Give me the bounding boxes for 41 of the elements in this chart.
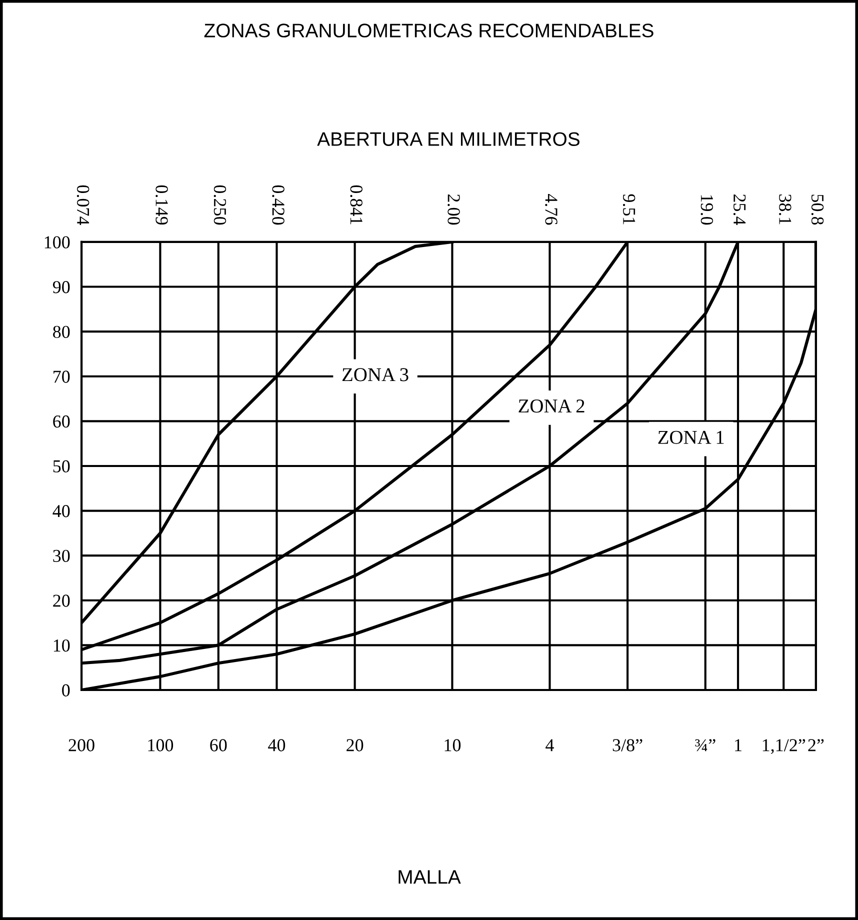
text: 60 <box>210 739 227 752</box>
y-tick-label: 60 <box>53 415 70 428</box>
y-tick-label: 0 <box>62 684 70 696</box>
y-tick-label: 30 <box>53 550 70 562</box>
y-tick-label: 70 <box>54 370 70 383</box>
x-tick-label: 4.76 <box>545 194 558 225</box>
y-tick-label: 80 <box>53 326 70 338</box>
annotation: ZONA 3 <box>342 368 408 382</box>
text: 1,1/2” <box>762 739 806 754</box>
text: 1 <box>735 739 742 752</box>
text: 4 <box>546 739 554 752</box>
annotation: ZONA 2 <box>518 400 584 413</box>
x-tick-label: 38.1 <box>779 194 792 224</box>
y-tick-label: 50 <box>53 460 70 472</box>
x-tick-label: 0.420 <box>272 185 284 225</box>
y-tick-label: 40 <box>52 505 70 518</box>
x-tick-label: 25.4 <box>733 194 746 226</box>
y-tick-label: 20 <box>53 594 70 607</box>
annotation: ZONA 1 <box>658 430 724 444</box>
x-axis-title: ABERTURA EN MILIMETROS <box>317 132 580 146</box>
chart-title: ZONAS GRANULOMETRICAS RECOMENDABLES <box>204 24 654 38</box>
x-tick-label: 0.841 <box>350 185 362 224</box>
text: 200 <box>68 739 94 752</box>
y-tick-label: 10 <box>54 639 70 652</box>
y-tick-label: 90 <box>52 281 70 294</box>
text: MALLA <box>398 870 461 884</box>
y-tick-label: 100 <box>44 236 70 248</box>
x-tick-label: 50.8 <box>811 194 824 225</box>
text: 2” <box>808 739 824 752</box>
x-tick-label: 9.51 <box>622 194 636 224</box>
x-tick-label: 19.0 <box>700 195 714 225</box>
x-tick-label: 2.00 <box>448 194 460 225</box>
text: 100 <box>148 739 174 752</box>
x-tick-label: 0.250 <box>214 185 226 225</box>
text: 3/8” <box>612 739 642 752</box>
x-tick-label: 0.149 <box>156 185 168 225</box>
text: 20 <box>346 739 364 752</box>
text: 40 <box>268 739 286 752</box>
text: ¾” <box>695 739 716 752</box>
text: 10 <box>444 739 461 752</box>
x-tick-label: 0.074 <box>76 185 90 226</box>
